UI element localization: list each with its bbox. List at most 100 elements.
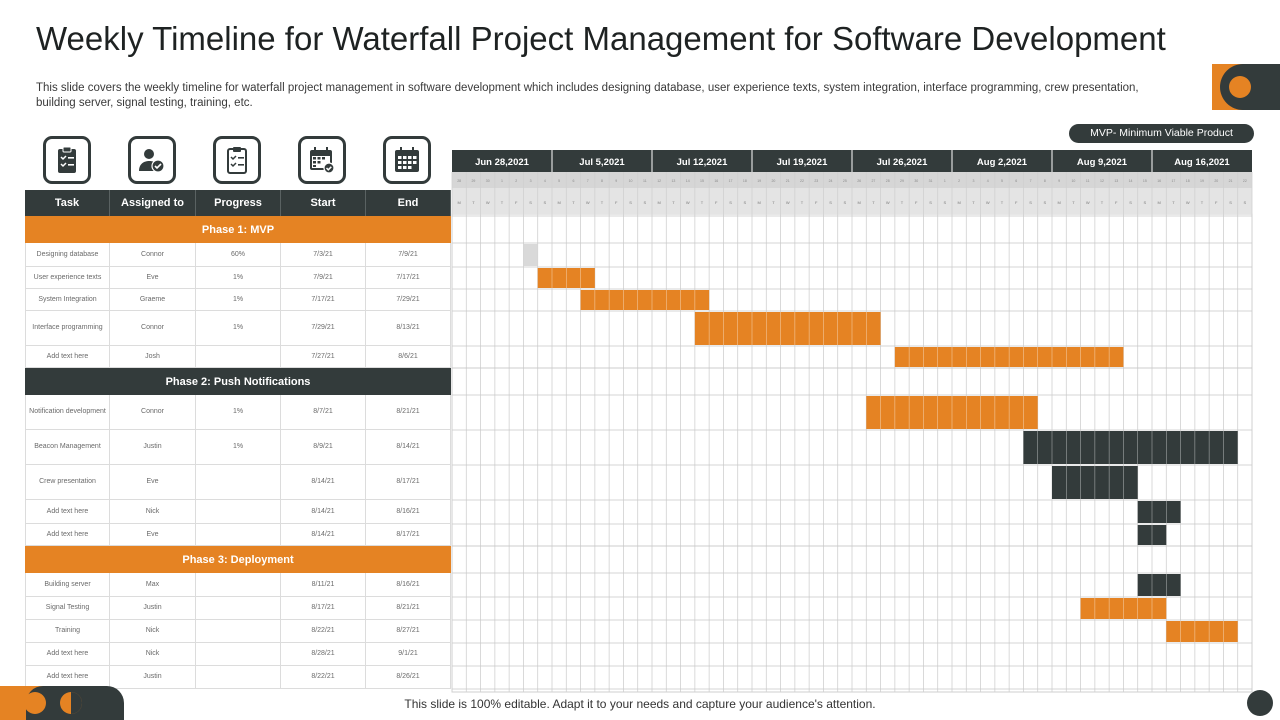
day-letter: W [1086,200,1090,205]
day-letter: T [1072,200,1075,205]
week-label: Jul 5,2021 [579,157,625,168]
day-letter: W [586,200,590,205]
header-end: End [366,190,451,216]
assigned-cell: Eve [110,524,196,545]
day-letter: S [844,200,847,205]
header-assigned: Assigned to [110,190,196,216]
day-letter: W [1186,200,1190,205]
day-number: 18 [1186,179,1190,183]
user-check-icon [128,136,176,184]
progress-cell [196,346,281,367]
end-cell: 9/1/21 [366,643,451,665]
day-letter: T [601,200,604,205]
day-number: 4 [987,179,989,183]
day-number: 21 [786,179,790,183]
progress-cell: 1% [196,267,281,288]
progress-cell [196,620,281,642]
assigned-cell: Justin [110,666,196,688]
day-letter: S [629,200,632,205]
start-cell: 8/11/21 [281,573,366,596]
day-letter: T [972,200,975,205]
day-number: 22 [1243,179,1247,183]
day-number: 15 [700,179,704,183]
day-number: 25 [843,179,847,183]
day-letter: M [757,200,760,205]
day-letter: W [686,200,690,205]
progress-cell: 1% [196,395,281,429]
day-number: 10 [629,179,633,183]
task-cell: Add text here [25,346,110,367]
day-number: 21 [1229,179,1233,183]
day-number: 18 [743,179,747,183]
start-cell: 8/9/21 [281,430,366,464]
day-number: 11 [643,179,647,183]
day-number: 28 [886,179,890,183]
week-label: Jul 26,2021 [877,157,928,168]
assigned-cell: Graeme [110,289,196,310]
progress-cell: 1% [196,289,281,310]
day-letter: M [1157,200,1160,205]
start-cell: 8/22/21 [281,666,366,688]
end-cell: 8/17/21 [366,465,451,499]
progress-cell [196,597,281,619]
task-cell: Add text here [25,500,110,523]
calendar-grid-icon [383,136,431,184]
table-row: Crew presentation Eve 8/14/21 8/17/21 [25,465,451,500]
phase-header: Phase 2: Push Notifications [25,368,451,395]
day-letter: M [957,200,960,205]
day-letter: S [729,200,732,205]
day-number: 16 [1157,179,1161,183]
mvp-badge: MVP- Minimum Viable Product [1069,124,1254,143]
day-letter: W [986,200,990,205]
day-number: 15 [1143,179,1147,183]
day-number: 14 [1129,179,1133,183]
start-cell: 7/27/21 [281,346,366,367]
start-cell: 8/22/21 [281,620,366,642]
day-letter: S [1244,200,1247,205]
day-number: 2 [515,179,517,183]
day-letter: M [457,200,460,205]
end-cell: 8/16/21 [366,573,451,596]
progress-cell: 60% [196,243,281,266]
table-row: Add text here Justin 8/22/21 8/26/21 [25,666,451,689]
progress-cell [196,524,281,545]
header-start: Start [281,190,366,216]
day-number: 12 [1100,179,1104,183]
assigned-cell: Max [110,573,196,596]
end-cell: 8/27/21 [366,620,451,642]
task-cell: Add text here [25,643,110,665]
day-letter: S [829,200,832,205]
gantt-bar [580,290,710,310]
week-label: Jul 12,2021 [677,157,728,168]
gantt-bar [694,312,881,345]
table-row: Add text here Josh 7/27/21 8/6/21 [25,346,451,368]
week-label: Aug 16,2021 [1174,157,1230,168]
footer-note: This slide is 100% editable. Adapt it to… [404,697,876,711]
start-cell: 7/17/21 [281,289,366,310]
day-number: 17 [729,179,733,183]
task-cell: Add text here [25,524,110,545]
day-letter: F [515,200,518,205]
day-number: 6 [572,179,574,183]
gantt-bar [1137,574,1181,596]
day-number: 1 [944,179,946,183]
end-cell: 7/17/21 [366,267,451,288]
progress-cell [196,643,281,665]
day-number: 22 [800,179,804,183]
task-cell: System Integration [25,289,110,310]
assigned-cell: Connor [110,395,196,429]
phase-header: Phase 3: Deployment [25,546,451,573]
day-letter: S [529,200,532,205]
end-cell: 8/26/21 [366,666,451,688]
day-letter: F [715,200,718,205]
day-letter: S [744,200,747,205]
day-letter: S [1029,200,1032,205]
day-number: 19 [1200,179,1204,183]
day-number: 7 [1030,179,1032,183]
day-letter: S [1144,200,1147,205]
day-letter: M [657,200,660,205]
progress-cell [196,500,281,523]
day-letter: F [1215,200,1218,205]
end-cell: 7/29/21 [366,289,451,310]
day-number: 9 [615,179,617,183]
